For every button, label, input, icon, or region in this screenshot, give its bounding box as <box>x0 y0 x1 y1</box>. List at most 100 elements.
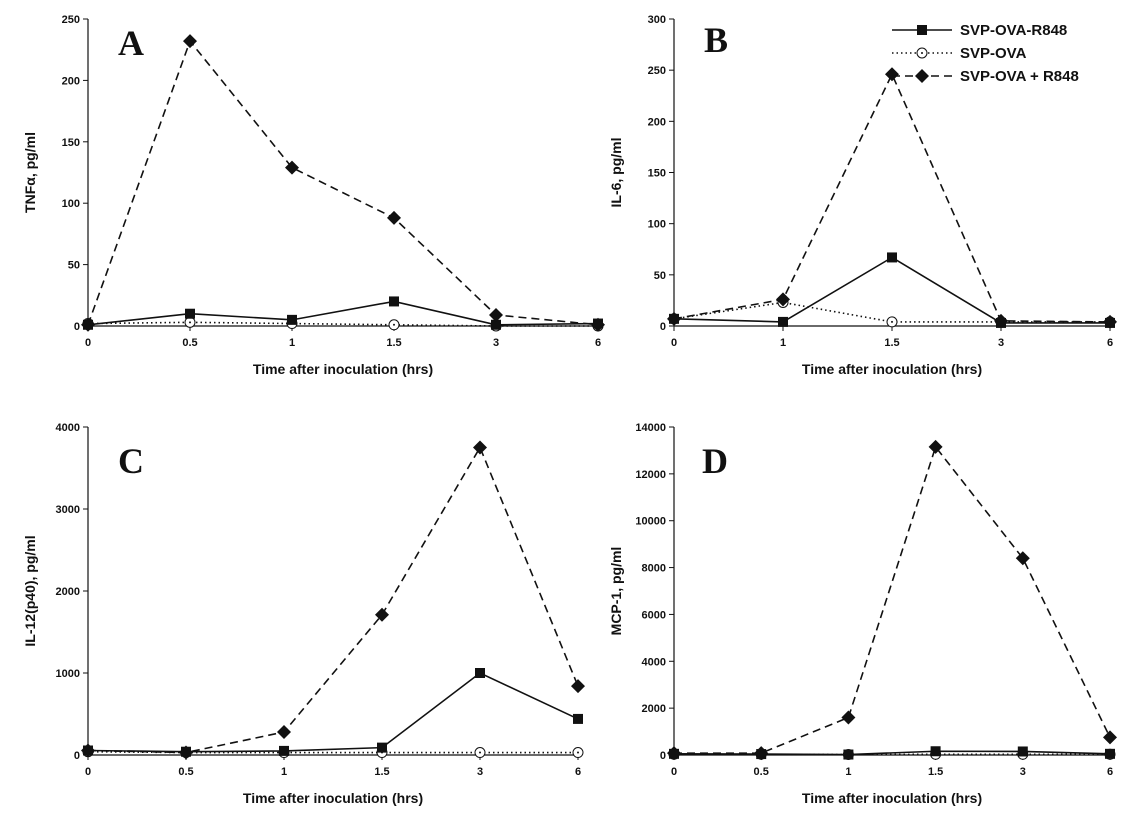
y-tick-label: 0 <box>74 750 80 762</box>
data-point <box>277 725 291 740</box>
data-point-dot <box>891 320 893 323</box>
series-line <box>673 256 1110 324</box>
data-point-dot <box>479 751 481 754</box>
data-point <box>285 160 299 175</box>
legend-label: SVP-OVA <box>960 45 1027 62</box>
data-point <box>287 314 297 325</box>
data-point <box>928 439 943 454</box>
legend-marker <box>917 25 927 35</box>
panel-c: 0 1000 2000 3000 4000 0 0.5 1 1.5 3 6 Time after in… <box>22 422 585 806</box>
y-axis-label: MCP-1, pg/ml <box>608 547 624 636</box>
legend-label: SVP-OVA + R848 <box>960 68 1079 85</box>
data-point <box>1103 314 1117 329</box>
legend: SVP-OVA-R848 SVP-OVA SVP-OVA + R848 <box>892 22 1079 85</box>
x-tick-label: 6 <box>575 766 581 778</box>
series-line <box>674 445 1111 754</box>
y-tick-label: 12000 <box>635 469 666 481</box>
series-svp-ova-r848 <box>83 296 603 330</box>
x-tick-label: 6 <box>595 337 601 349</box>
data-point <box>573 713 583 724</box>
x-tick-label: 0 <box>85 337 91 349</box>
y-tick-label: 50 <box>68 260 80 272</box>
x-tick-label: 1 <box>845 766 851 778</box>
data-point <box>489 307 503 322</box>
data-point <box>843 749 854 760</box>
panel-d: 0 2000 4000 6000 8000 10000 12000 14000 0 0.5 1 1.5… <box>608 422 1117 806</box>
x-tick-label: 1.5 <box>884 337 899 349</box>
y-tick-label: 250 <box>648 65 666 77</box>
x-tick-label: 1 <box>289 337 295 349</box>
data-point <box>776 292 790 307</box>
y-tick-label: 3000 <box>56 504 80 516</box>
x-tick-label: 3 <box>493 337 499 349</box>
y-tick-label: 0 <box>74 321 80 333</box>
panel-letter: B <box>704 20 728 60</box>
data-point <box>81 317 95 332</box>
y-tick-label: 4000 <box>642 656 666 668</box>
data-point <box>475 668 485 678</box>
data-point <box>389 296 399 307</box>
y-tick-label: 300 <box>648 14 666 26</box>
data-point-dot <box>189 321 191 324</box>
data-point <box>930 746 941 757</box>
data-point <box>1015 551 1030 566</box>
y-tick-label: 6000 <box>642 609 666 621</box>
series-svp-ova-r848 <box>669 746 1115 760</box>
x-tick-label: 3 <box>477 766 483 778</box>
x-tick-label: 0 <box>671 766 677 778</box>
x-axis-label: Time after inoculation (hrs) <box>253 361 433 377</box>
legend-item: SVP-OVA-R848 <box>892 22 1067 39</box>
series-line <box>673 72 1111 323</box>
y-tick-label: 150 <box>648 168 666 180</box>
data-point <box>1105 748 1115 759</box>
y-tick-label: 0 <box>660 321 666 333</box>
data-point <box>183 34 197 49</box>
y-tick-label: 14000 <box>635 422 666 434</box>
x-tick-label: 1.5 <box>928 766 943 778</box>
y-tick-label: 1000 <box>56 668 80 680</box>
y-tick-label: 200 <box>648 116 666 128</box>
series-line <box>87 672 579 753</box>
data-point <box>667 311 681 326</box>
legend-item: SVP-OVA <box>892 45 1027 62</box>
y-tick-label: 100 <box>62 198 80 210</box>
x-tick-label: 1.5 <box>386 337 401 349</box>
data-point <box>377 742 387 753</box>
x-tick-label: 0.5 <box>178 766 193 778</box>
series-line <box>673 750 1111 756</box>
x-tick-label: 1 <box>281 766 287 778</box>
data-point <box>778 316 788 327</box>
x-tick-label: 6 <box>1107 337 1113 349</box>
data-point-dot <box>577 751 579 754</box>
data-point-dot <box>393 323 395 326</box>
panel-letter: C <box>118 441 144 481</box>
y-tick-label: 200 <box>62 75 80 87</box>
x-axis-label: Time after inoculation (hrs) <box>802 361 982 377</box>
x-tick-label: 1 <box>780 337 786 349</box>
x-tick-label: 0 <box>671 337 677 349</box>
y-tick-label: 2000 <box>642 703 666 715</box>
data-point <box>81 743 95 758</box>
series-svp-ova-r848 <box>667 439 1117 761</box>
data-point <box>1017 746 1028 757</box>
panel-b: 0 50 100 150 200 250 300 0 1 1.5 3 6 Time after inoc… <box>608 14 1117 377</box>
series-svp-ova-r848 <box>83 668 583 757</box>
y-axis-label: TNFα, pg/ml <box>22 132 38 213</box>
data-point <box>591 317 605 332</box>
y-tick-label: 10000 <box>635 516 666 528</box>
data-point <box>887 252 897 263</box>
data-point <box>185 308 195 319</box>
series-line <box>87 300 599 326</box>
x-axis-label: Time after inoculation (hrs) <box>802 790 982 806</box>
x-tick-label: 3 <box>1020 766 1026 778</box>
data-point <box>375 607 389 622</box>
x-axis-label: Time after inoculation (hrs) <box>243 790 423 806</box>
data-point <box>841 710 856 725</box>
series-line <box>87 39 599 326</box>
y-tick-label: 50 <box>654 270 666 282</box>
x-tick-label: 0.5 <box>182 337 197 349</box>
legend-marker <box>915 69 929 83</box>
series-svp-ova-r848 <box>81 440 585 760</box>
y-tick-label: 100 <box>648 219 666 231</box>
